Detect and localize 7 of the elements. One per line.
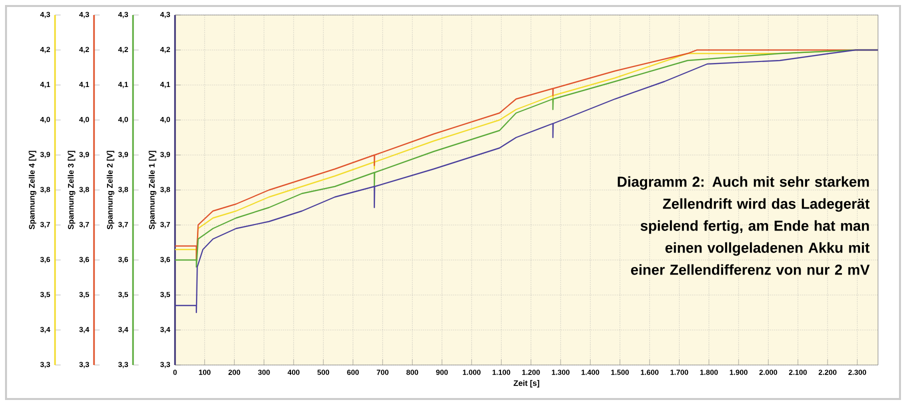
text: Spannung Zelle 3 [V] xyxy=(68,150,76,230)
x-axis-title: Zeit [s] xyxy=(514,380,540,388)
text: Spannung Zelle 2 [V] xyxy=(106,150,114,230)
annotation: Diagramm 2: Auch mit sehr starkem Zellendrift wird das Ladegerät spielend fertig, am Ende hat man einen vollgeladenen Akku mit einer Zellendifferenz von nur 2 mV xyxy=(618,176,870,275)
line-series xyxy=(175,49,878,314)
text: Spannung Zelle 4 [V] xyxy=(28,150,36,230)
y-axis-title: Spannung Zelle 1 [V] xyxy=(148,150,156,230)
